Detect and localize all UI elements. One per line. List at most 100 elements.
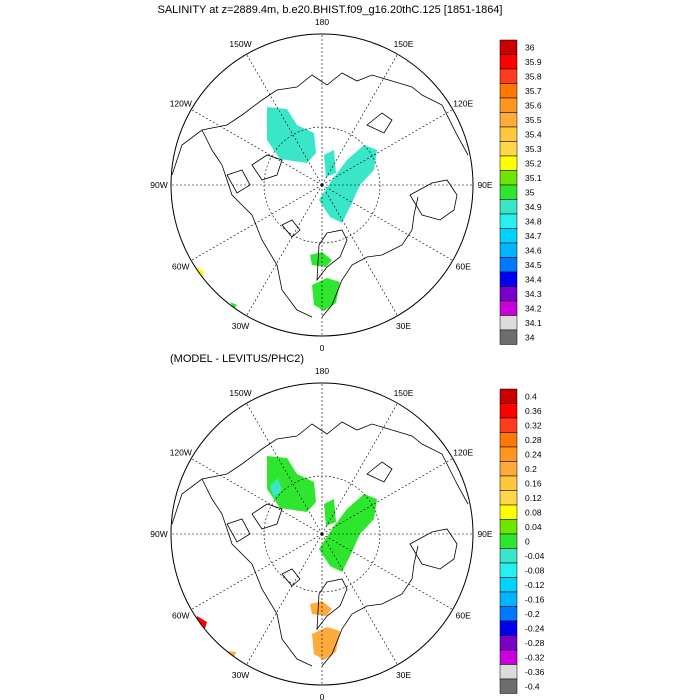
colorbar-label: -0.08 xyxy=(525,565,545,575)
lon-label-mid_lower_right: 60E xyxy=(456,611,471,621)
colorbar-swatch xyxy=(499,257,518,273)
colorbar-label: 35.9 xyxy=(525,57,542,67)
lon-label-right: 90E xyxy=(477,529,492,539)
coastline xyxy=(409,528,458,570)
colorbar-swatch xyxy=(499,635,518,651)
colorbar-swatch xyxy=(499,446,518,462)
coastline xyxy=(201,478,313,667)
meridian-line xyxy=(321,458,453,535)
lon-label-lower_left: 30W xyxy=(232,670,249,680)
lon-label-top: 180 xyxy=(315,366,329,376)
colorbar-swatch xyxy=(499,403,518,419)
colorbar-label: -0.2 xyxy=(525,609,540,619)
colorbar-label: 35.5 xyxy=(525,115,542,125)
lon-label-mid_upper_left: 120W xyxy=(170,448,192,458)
colorbar-label: -0.36 xyxy=(525,667,545,677)
coastline xyxy=(321,196,419,318)
lon-label-mid_upper_right: 120E xyxy=(453,99,473,109)
region-fram-strait xyxy=(310,252,332,267)
colorbar-swatch xyxy=(499,141,518,157)
colorbar-label: 0.08 xyxy=(525,507,542,517)
lon-label-upper_left: 150W xyxy=(229,388,251,398)
lon-label-lower_left: 30W xyxy=(232,321,249,331)
colorbar-swatch xyxy=(499,548,518,564)
colorbar-label: 0.04 xyxy=(525,522,542,532)
colorbar-label: 0.16 xyxy=(525,478,542,488)
colorbar-swatch xyxy=(499,461,518,477)
meridian-line xyxy=(321,109,453,186)
map-content xyxy=(171,383,473,685)
coastline xyxy=(171,421,469,525)
colorbar-label: 0.2 xyxy=(525,464,537,474)
meridian-line xyxy=(191,109,323,186)
colorbar-label: 35 xyxy=(525,187,535,197)
colorbar-label: -0.04 xyxy=(525,551,545,561)
meridian-line xyxy=(246,403,323,535)
colorbar-swatch xyxy=(499,490,518,506)
colorbar-swatch xyxy=(499,300,518,316)
colorbar-swatch xyxy=(499,126,518,142)
panel2-title: (MODEL - LEVITUS/PHC2) xyxy=(170,353,304,365)
meridian-line xyxy=(321,54,398,186)
map-content xyxy=(171,34,473,336)
colorbar-swatch xyxy=(499,432,518,448)
colorbar-label: 34.4 xyxy=(525,274,542,284)
meridian-line xyxy=(321,533,398,665)
lon-label-top: 180 xyxy=(315,17,329,27)
lon-label-right: 90E xyxy=(477,180,492,190)
colorbar-swatch xyxy=(499,68,518,84)
figure-title: SALINITY at z=2889.4m, b.e20.BHIST.f09_g… xyxy=(157,4,502,16)
region-eurasian-basin xyxy=(319,494,377,572)
lon-label-mid_upper_right: 120E xyxy=(453,448,473,458)
lon-label-mid_lower_left: 60W xyxy=(172,262,189,272)
colorbar-swatch xyxy=(499,271,518,287)
lon-label-left: 90W xyxy=(150,529,167,539)
colorbar-label: -0.24 xyxy=(525,623,545,633)
colorbar-label: 35.6 xyxy=(525,100,542,110)
colorbar-label: -0.12 xyxy=(525,580,545,590)
coastline xyxy=(226,518,251,543)
meridian-line xyxy=(246,184,323,316)
region-beaufort-patch xyxy=(324,499,336,526)
coastline xyxy=(281,568,301,587)
colorbar-swatch xyxy=(499,170,518,186)
meridian-line xyxy=(191,458,323,535)
meridian-line xyxy=(191,184,323,261)
colorbar-swatch xyxy=(499,664,518,680)
lon-label-bottom: 0 xyxy=(320,692,325,700)
colorbar-swatch xyxy=(499,112,518,128)
colorbar-label: 34.2 xyxy=(525,303,542,313)
colorbar-swatch xyxy=(499,213,518,229)
colorbar-swatch xyxy=(499,286,518,302)
colorbar-label: -0.4 xyxy=(525,681,540,691)
colorbar-label: 0.32 xyxy=(525,420,542,430)
meridian-line xyxy=(246,54,323,186)
colorbar-swatch xyxy=(499,562,518,578)
salinity-map-panel: 180 0 90W 90E 150W 150E 120W 120E 60W 60E 30W 30E xyxy=(150,17,493,353)
colorbar-label: 34.5 xyxy=(525,260,542,270)
colorbar-label: 0.36 xyxy=(525,406,542,416)
difference-colorbar: 0.4 0.36 0.32 0.28 0.24 0.2 0.16 0.12 0.08 0.04 0 -… xyxy=(499,388,545,694)
coastline xyxy=(366,461,393,483)
colorbar-label: 34.9 xyxy=(525,202,542,212)
coastline xyxy=(316,229,348,282)
region-canada-basin xyxy=(267,456,316,512)
meridian-line xyxy=(246,533,323,665)
lon-label-bottom: 0 xyxy=(320,343,325,353)
latitude-circle xyxy=(263,475,381,593)
coastline xyxy=(366,112,393,134)
lon-label-upper_right: 150E xyxy=(394,388,414,398)
colorbar-swatch xyxy=(499,606,518,622)
lon-label-upper_left: 150W xyxy=(229,39,251,49)
region-canada-basin xyxy=(267,107,316,163)
colorbar-label: 0.24 xyxy=(525,449,542,459)
lon-label-mid_lower_right: 60E xyxy=(456,262,471,272)
colorbar-swatch xyxy=(499,315,518,331)
colorbar-swatch xyxy=(499,184,518,200)
colorbar-label: 34.6 xyxy=(525,245,542,255)
colorbar-swatch xyxy=(499,620,518,636)
coastline xyxy=(201,129,313,318)
colorbar-swatch xyxy=(499,519,518,535)
region-atlantic-green xyxy=(230,302,237,309)
